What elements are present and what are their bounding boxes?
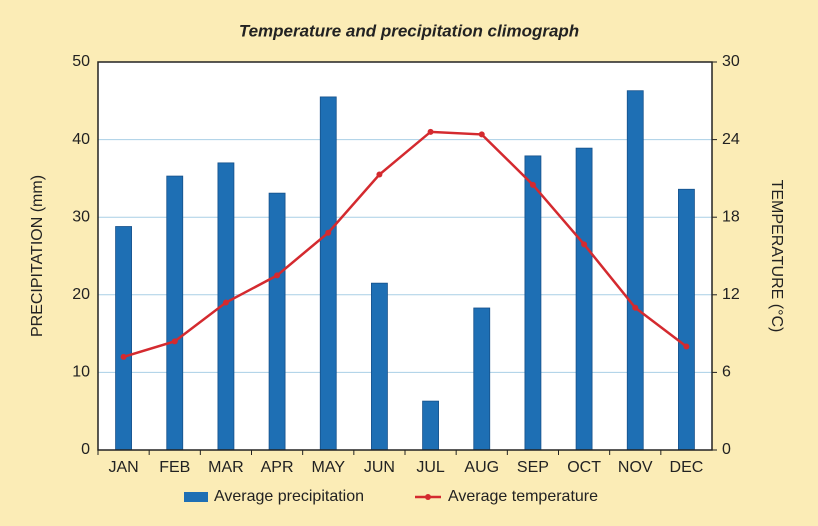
- y2-tick-label: 18: [722, 208, 740, 225]
- x-tick-label: JAN: [108, 459, 138, 476]
- y2-tick-label: 0: [722, 441, 731, 458]
- legend-swatch: [184, 492, 208, 502]
- line-point: [325, 229, 332, 236]
- bar: [575, 147, 593, 451]
- legend-label: Average temperature: [448, 488, 598, 505]
- chart-title: Temperature and precipitation climograph: [239, 21, 579, 40]
- bar: [678, 188, 695, 451]
- x-tick-label: MAY: [312, 459, 346, 476]
- bar: [422, 400, 439, 451]
- line-point: [274, 272, 281, 279]
- line-point: [581, 241, 588, 248]
- y2-tick-label: 6: [722, 364, 731, 381]
- x-tick-label: SEP: [517, 459, 549, 476]
- bar: [115, 226, 132, 451]
- line-point: [632, 304, 639, 311]
- plot-area: [98, 62, 712, 450]
- line-point: [529, 181, 536, 188]
- x-tick-label: JUL: [416, 459, 445, 476]
- x-tick-label: FEB: [159, 459, 190, 476]
- x-tick-label: MAR: [208, 459, 244, 476]
- line-point: [427, 128, 434, 135]
- x-tick-label: OCT: [567, 459, 601, 476]
- y-tick-label: 20: [72, 286, 90, 303]
- bar: [626, 90, 644, 451]
- x-tick-label: APR: [261, 459, 294, 476]
- y-tick-label: 0: [81, 441, 90, 458]
- line: [123, 130, 688, 359]
- line-point: [478, 131, 485, 138]
- line-point: [171, 338, 178, 345]
- x-tick-label: JUN: [364, 459, 395, 476]
- line-point: [222, 299, 229, 306]
- legend-label: Average precipitation: [214, 488, 364, 505]
- y2-tick-label: 30: [722, 53, 740, 70]
- y2-tick-label: 12: [722, 286, 740, 303]
- line-point: [683, 343, 690, 350]
- y-tick-label: 40: [72, 131, 90, 148]
- y-tick-label: 10: [72, 364, 90, 381]
- bar: [166, 175, 184, 451]
- line-point: [120, 353, 127, 360]
- bar: [371, 282, 388, 451]
- y-tick-label: 50: [72, 53, 90, 70]
- y2-tick-label: 24: [722, 131, 740, 148]
- x-tick-label: DEC: [670, 459, 704, 476]
- x-tick-label: NOV: [618, 459, 653, 476]
- line-point: [376, 171, 383, 178]
- y-tick-label: 30: [72, 208, 90, 225]
- legend-swatch: [425, 494, 431, 500]
- bar: [524, 155, 542, 451]
- bar: [473, 307, 491, 451]
- bar: [268, 192, 286, 451]
- bar: [319, 96, 337, 451]
- x-tick-label: AUG: [464, 459, 499, 476]
- y-axis-label: PRECIPITATION (mm): [29, 175, 46, 337]
- y2-axis-label: TEMPERATURE (°C): [768, 180, 785, 333]
- plot-frame: [97, 61, 713, 451]
